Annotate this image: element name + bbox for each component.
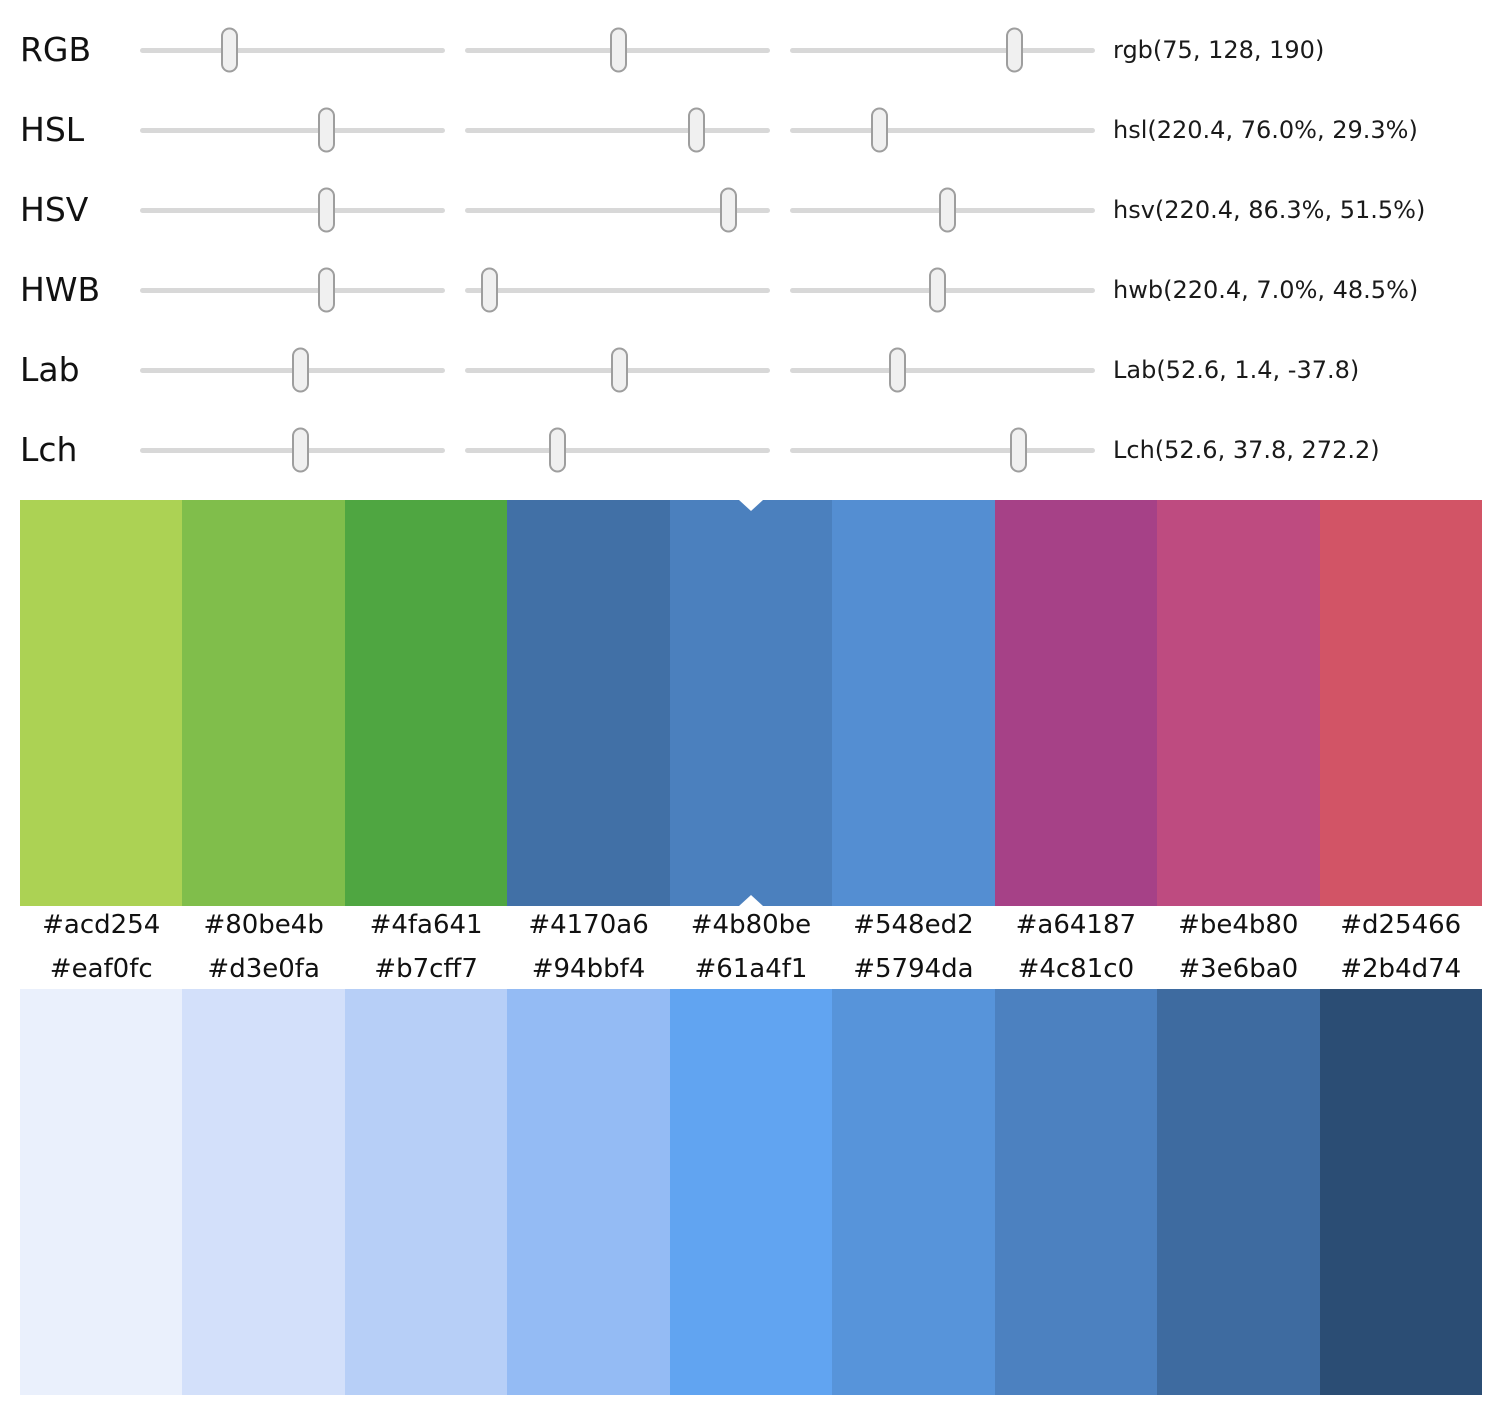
colorspace-label-hwb: HWB (20, 270, 101, 309)
selection-notch-top (739, 500, 763, 511)
colorspace-label-hsl: HSL (20, 110, 85, 149)
lch-slider-thumb-1[interactable] (291, 427, 309, 473)
hex-label: #d3e0fa (207, 953, 320, 984)
colorspace-label-hsv: HSV (20, 190, 89, 229)
hsl-slider-thumb-1[interactable] (318, 107, 336, 153)
hwb-slider-track-3[interactable] (790, 267, 1095, 313)
selection-notch-bottom (739, 895, 763, 906)
palette-hue-strip (20, 500, 1482, 906)
palette-bottom-swatch-5[interactable] (669, 989, 833, 1395)
hex-labels-lightness-strip: #eaf0fc #d3e0fa #b7cff7 #94bbf4 #61a4f1 … (20, 948, 1482, 989)
lch-slider-track-3[interactable] (790, 427, 1095, 473)
colorspace-label-lch: Lch (20, 430, 78, 469)
hex-label: #a64187 (1015, 910, 1137, 940)
lab-slider-thumb-3[interactable] (889, 347, 907, 393)
hex-labels-hue-strip: #acd254 #80be4b #4fa641 #4170a6 #4b80be … (20, 904, 1482, 946)
hwb-slider-thumb-3[interactable] (928, 267, 946, 313)
palette-bottom-swatch-3[interactable] (344, 989, 508, 1395)
hwb-value-text: hwb(220.4, 7.0%, 48.5%) (1113, 276, 1419, 304)
palette-top-swatch-8[interactable] (1157, 500, 1320, 906)
palette-bottom-swatch-8[interactable] (1157, 989, 1320, 1395)
palette-top-swatch-5[interactable] (669, 500, 833, 906)
slider-row-hsv: HSV hsv(220.4, 86.3%, 51.5%) (0, 180, 1501, 240)
hsv-slider-track-3[interactable] (790, 187, 1095, 233)
hex-label: #b7cff7 (374, 953, 478, 984)
hsl-slider-track-2[interactable] (465, 107, 770, 153)
lch-slider-thumb-2[interactable] (549, 427, 567, 473)
hex-label: #eaf0fc (49, 953, 153, 984)
hsv-slider-thumb-2[interactable] (719, 187, 737, 233)
hsl-slider-thumb-2[interactable] (688, 107, 706, 153)
lab-slider-thumb-2[interactable] (611, 347, 629, 393)
rgb-slider-thumb-1[interactable] (221, 27, 239, 73)
lch-value-text: Lch(52.6, 37.8, 272.2) (1113, 436, 1380, 464)
palette-top-swatch-6[interactable] (832, 500, 995, 906)
rgb-slider-track-1[interactable] (140, 27, 445, 73)
hex-label: #4c81c0 (1017, 953, 1135, 984)
palette-top-swatch-2[interactable] (182, 500, 345, 906)
palette-bottom-swatch-2[interactable] (182, 989, 345, 1395)
hex-label: #94bbf4 (531, 953, 646, 984)
slider-row-rgb: RGB rgb(75, 128, 190) (0, 20, 1501, 80)
hex-label: #3e6ba0 (1178, 953, 1299, 984)
hex-label: #4fa641 (369, 910, 483, 940)
lch-slider-thumb-3[interactable] (1010, 427, 1028, 473)
lab-slider-track-2[interactable] (465, 347, 770, 393)
hsl-value-text: hsl(220.4, 76.0%, 29.3%) (1113, 116, 1418, 144)
rgb-slider-thumb-3[interactable] (1005, 27, 1023, 73)
hex-label: #acd254 (42, 910, 161, 940)
palette-lightness-strip (20, 989, 1482, 1395)
hwb-slider-track-2[interactable] (465, 267, 770, 313)
slider-row-lab: Lab Lab(52.6, 1.4, -37.8) (0, 340, 1501, 400)
hwb-slider-thumb-1[interactable] (318, 267, 336, 313)
hsl-slider-thumb-3[interactable] (870, 107, 888, 153)
rgb-slider-thumb-2[interactable] (609, 27, 627, 73)
rgb-value-text: rgb(75, 128, 190) (1113, 36, 1325, 64)
hsv-slider-track-2[interactable] (465, 187, 770, 233)
palette-top-swatch-1[interactable] (20, 500, 183, 906)
palette-bottom-swatch-4[interactable] (507, 989, 670, 1395)
slider-row-hwb: HWB hwb(220.4, 7.0%, 48.5%) (0, 260, 1501, 320)
palette-bottom-swatch-6[interactable] (832, 989, 995, 1395)
hsv-slider-thumb-3[interactable] (938, 187, 956, 233)
hsl-slider-track-3[interactable] (790, 107, 1095, 153)
colorspace-label-lab: Lab (20, 350, 80, 389)
colorspace-label-rgb: RGB (20, 30, 92, 69)
rgb-slider-track-3[interactable] (790, 27, 1095, 73)
hex-label: #d25466 (1340, 910, 1462, 940)
hsv-slider-track-1[interactable] (140, 187, 445, 233)
hex-label: #61a4f1 (694, 953, 808, 984)
palette-top-swatch-7[interactable] (994, 500, 1158, 906)
palette-top-swatch-4[interactable] (507, 500, 670, 906)
hex-label: #80be4b (203, 910, 324, 940)
lch-slider-track-2[interactable] (465, 427, 770, 473)
palette-bottom-swatch-1[interactable] (20, 989, 183, 1395)
hex-label: #be4b80 (1178, 910, 1299, 940)
hwb-slider-thumb-2[interactable] (480, 267, 498, 313)
lab-slider-track-3[interactable] (790, 347, 1095, 393)
hex-label: #5794da (853, 953, 974, 984)
lch-slider-track-1[interactable] (140, 427, 445, 473)
palette-top-swatch-3[interactable] (344, 500, 508, 906)
rgb-slider-track-2[interactable] (465, 27, 770, 73)
palette-top-swatch-9[interactable] (1319, 500, 1482, 906)
hex-label: #4170a6 (528, 910, 649, 940)
hwb-slider-track-1[interactable] (140, 267, 445, 313)
hsl-slider-track-1[interactable] (140, 107, 445, 153)
palette-bottom-swatch-9[interactable] (1319, 989, 1482, 1395)
hsv-value-text: hsv(220.4, 86.3%, 51.5%) (1113, 196, 1426, 224)
slider-row-lch: Lch Lch(52.6, 37.8, 272.2) (0, 420, 1501, 480)
slider-row-hsl: HSL hsl(220.4, 76.0%, 29.3%) (0, 100, 1501, 160)
lab-slider-track-1[interactable] (140, 347, 445, 393)
lab-slider-thumb-1[interactable] (291, 347, 309, 393)
palette-bottom-swatch-7[interactable] (994, 989, 1158, 1395)
hex-label: #4b80be (690, 910, 812, 940)
hex-label: #2b4d74 (1340, 953, 1462, 984)
hsv-slider-thumb-1[interactable] (318, 187, 336, 233)
lab-value-text: Lab(52.6, 1.4, -37.8) (1113, 356, 1360, 384)
hex-label: #548ed2 (853, 910, 974, 940)
